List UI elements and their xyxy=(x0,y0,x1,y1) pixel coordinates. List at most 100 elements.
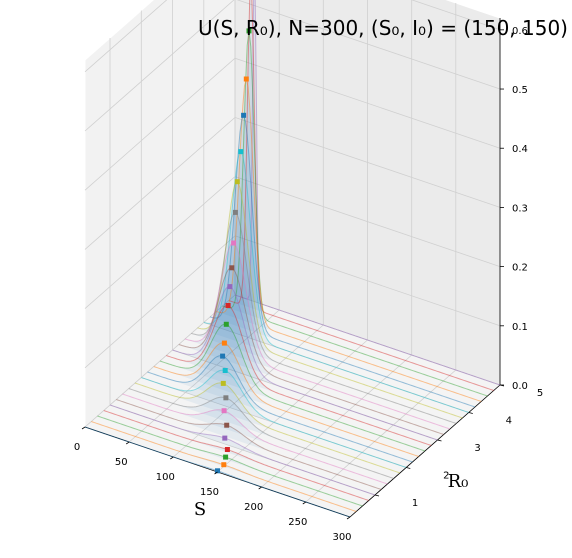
tick-label-z: 0.6 xyxy=(512,26,528,37)
peak-marker xyxy=(215,468,220,474)
curve-fill xyxy=(178,267,444,435)
peak-marker xyxy=(241,112,247,118)
peak-marker xyxy=(243,76,249,82)
curve-line xyxy=(153,342,419,457)
curve-fill xyxy=(135,382,400,473)
tick-label-s: 50 xyxy=(115,457,128,468)
tick-mark-s xyxy=(125,441,130,445)
grid-line-z xyxy=(84,294,501,428)
curve-fill xyxy=(191,212,457,424)
tick-label-s: 150 xyxy=(200,487,219,498)
tick-mark-s xyxy=(258,486,262,490)
curve-line xyxy=(141,369,407,468)
grid-line-z xyxy=(84,57,501,191)
peak-marker xyxy=(223,454,229,460)
curve-fills xyxy=(85,0,500,517)
tick-label-s: 200 xyxy=(244,502,263,513)
peak-marker xyxy=(224,447,230,452)
tick-mark-r0 xyxy=(406,467,411,469)
curve-fill xyxy=(172,286,438,440)
curve-line xyxy=(197,181,463,419)
curve-lines xyxy=(84,0,501,518)
peak-marker xyxy=(221,340,227,346)
curve-line xyxy=(184,242,451,430)
tick-label-z: 0.4 xyxy=(512,144,528,155)
tick-label-r0: 4 xyxy=(506,416,512,427)
curve-line xyxy=(109,404,376,496)
peak-marker xyxy=(224,422,230,428)
tick-mark-s xyxy=(302,501,307,505)
chart-title: U(S, R₀), N=300, (S₀, I₀) = (150, 150) xyxy=(198,16,568,40)
curve-fill xyxy=(222,30,488,397)
curve-fill xyxy=(185,243,450,429)
tick-label-r0: 1 xyxy=(412,498,418,509)
peak-marker xyxy=(232,209,238,215)
curve-line xyxy=(234,0,501,386)
peak-marker xyxy=(220,353,226,359)
curve-line xyxy=(209,113,476,408)
peak-marker xyxy=(238,149,244,155)
curve-fill xyxy=(141,370,407,468)
tick-label-z: 0.0 xyxy=(512,381,528,392)
curve-fill xyxy=(116,399,382,490)
grid-line-z xyxy=(84,176,501,309)
peak-markers xyxy=(215,28,252,474)
tick-label-s: 0 xyxy=(74,442,80,453)
peak-marker xyxy=(234,179,240,185)
grid-lines xyxy=(84,0,501,518)
peak-marker xyxy=(223,395,229,401)
curve-line xyxy=(166,304,432,446)
axis-labels: U(S, R₀), N=300, (S₀, I₀) = (150, 150) S R… xyxy=(194,16,568,520)
tick-label-z: 0.3 xyxy=(512,203,528,214)
tick-label-z: 0.1 xyxy=(512,322,528,333)
peak-marker xyxy=(221,462,227,468)
y-axis-label: R₀ xyxy=(448,471,469,492)
curve-line xyxy=(103,410,369,501)
peak-marker xyxy=(223,321,229,327)
curve-line xyxy=(97,415,363,507)
tick-label-r0: 3 xyxy=(474,443,480,454)
curve-fill xyxy=(197,181,463,418)
curve-line xyxy=(203,150,469,413)
grid-line-z xyxy=(84,116,501,250)
peak-marker xyxy=(227,284,233,290)
curve-line xyxy=(122,393,388,485)
peak-marker xyxy=(222,435,228,441)
curve-line xyxy=(128,388,394,479)
curve-fill xyxy=(216,79,482,402)
tick-mark-r0 xyxy=(468,412,473,414)
peak-marker xyxy=(222,368,228,373)
curve-fill xyxy=(128,388,394,479)
tick-label-s: 300 xyxy=(332,532,351,543)
tick-mark-r0 xyxy=(374,494,380,497)
tick-label-s: 250 xyxy=(288,517,307,528)
peak-marker xyxy=(220,380,226,386)
curve-fill xyxy=(110,405,375,495)
curve-fill xyxy=(103,410,369,501)
peak-marker xyxy=(246,28,252,34)
tick-label-s: 100 xyxy=(156,472,175,483)
curve-fill xyxy=(160,324,425,451)
curve-fill xyxy=(97,416,363,506)
curve-line xyxy=(222,30,488,397)
grid-line-z xyxy=(84,0,501,132)
curve-line xyxy=(159,323,426,452)
curve-fill xyxy=(147,355,413,462)
tick-label-z: 0.5 xyxy=(512,85,528,96)
tick-label-r0: 2 xyxy=(443,471,449,482)
curve-line xyxy=(116,399,382,490)
peak-marker xyxy=(221,408,227,414)
tick-mark-s xyxy=(81,426,86,430)
curve-line xyxy=(178,267,444,435)
curve-line xyxy=(216,78,482,402)
tick-label-r0: 5 xyxy=(537,388,543,399)
grid-line-z xyxy=(84,235,501,369)
x-axis-label: S xyxy=(194,499,206,520)
curve-fill xyxy=(122,394,388,484)
curve-line xyxy=(134,382,401,474)
curve-line xyxy=(172,285,438,441)
peak-marker xyxy=(225,303,231,308)
peak-marker xyxy=(231,240,237,246)
tick-mark-r0 xyxy=(437,439,442,442)
curve-line xyxy=(228,0,494,391)
